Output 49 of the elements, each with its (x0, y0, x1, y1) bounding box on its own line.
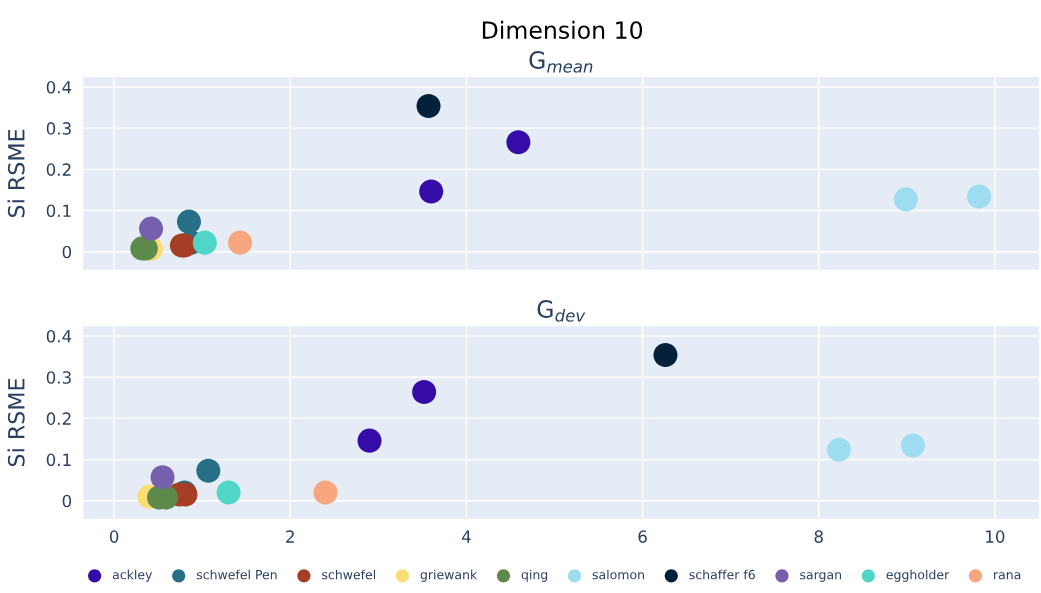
legend-label: ackley (112, 569, 153, 582)
point (216, 480, 241, 505)
legend-label: eggholder (886, 569, 950, 582)
y-tick-label: 0.1 (46, 453, 71, 467)
point (192, 230, 217, 255)
legend-label: salomon (592, 569, 644, 580)
y-tick-label: 0 (62, 245, 72, 259)
x-tick-label: 8 (814, 530, 823, 543)
legend-label: schwefel Pen (196, 569, 277, 580)
point (967, 184, 992, 209)
point (419, 179, 444, 204)
y-tick-label: 0.1 (46, 204, 71, 218)
x-tick-label: 0 (109, 530, 119, 543)
point (313, 480, 338, 505)
point (416, 93, 441, 118)
point (176, 209, 201, 234)
chart-title: G$_{dev}$ (537, 300, 586, 322)
y-axis-title: Si RSME (7, 129, 25, 218)
x-tick-label: 10 (986, 530, 1005, 543)
y-tick-label: 0.3 (46, 371, 71, 384)
y-tick-label: 0.4 (46, 330, 72, 343)
y-tick-label: 0.4 (46, 80, 72, 94)
y-tick-label: 0.2 (46, 412, 71, 425)
y-tick-label: 0.2 (46, 163, 71, 176)
legend-label: qing (521, 569, 548, 582)
point (826, 437, 852, 462)
point (228, 230, 253, 255)
legend-label: schwefel (322, 569, 376, 580)
point (506, 130, 531, 155)
point (150, 465, 175, 490)
text: Dimension 10 (482, 20, 643, 40)
chart-title: G$_{mean}$ (529, 51, 593, 73)
point (357, 428, 382, 453)
y-tick-label: 0.3 (46, 122, 71, 135)
legend-label: schaffer f6 (689, 569, 755, 580)
x-tick-label: 2 (286, 530, 294, 543)
y-tick-label: 0 (62, 494, 72, 508)
point (412, 380, 437, 405)
x-tick-label: 4 (461, 530, 471, 543)
point (196, 458, 221, 483)
point (893, 187, 918, 212)
legend-label: sargan (800, 572, 842, 582)
legend-label: griewank (420, 569, 478, 582)
point (900, 433, 925, 458)
point (139, 216, 164, 241)
point (653, 342, 678, 367)
legend-label: rana (994, 572, 1021, 580)
x-tick-label: 6 (638, 530, 647, 543)
y-axis-title: Si RSME (7, 378, 25, 467)
